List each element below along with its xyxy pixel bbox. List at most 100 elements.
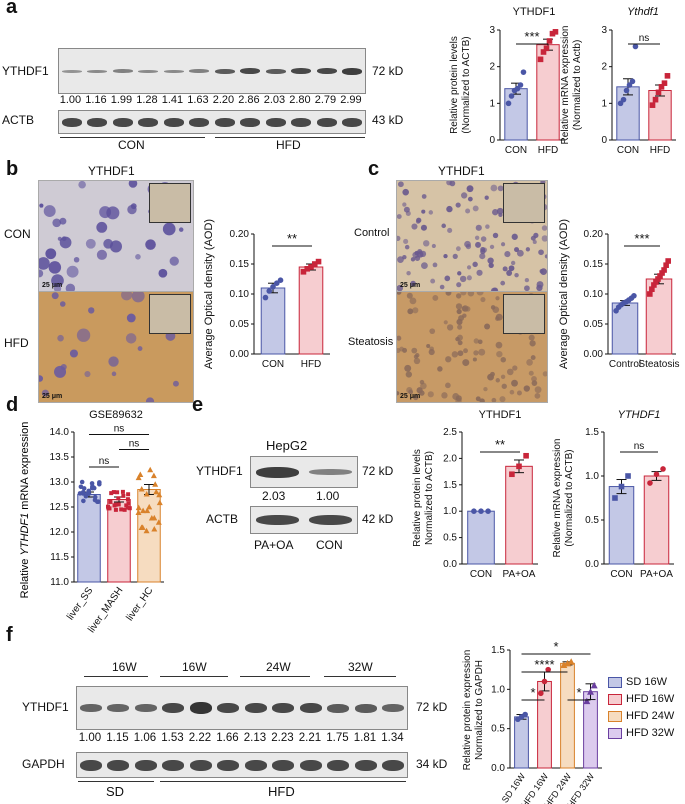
panel-letter-a: a	[6, 0, 18, 18]
y-tick-label: 1.0	[585, 471, 599, 482]
gelF2-band	[327, 759, 350, 771]
cell-nucleus	[530, 355, 536, 360]
western-blot-ythdf1-f	[76, 686, 408, 730]
y-tick-label: 1.5	[491, 645, 505, 656]
cell-nucleus	[397, 391, 400, 396]
cell-nucleus	[397, 284, 403, 291]
panel-letter-b: b	[6, 158, 19, 180]
cell-nucleus	[479, 253, 486, 260]
y-axis-label: (Normalized to Actb)	[572, 40, 583, 131]
cell-nucleus	[463, 348, 468, 354]
cell-nucleus	[465, 208, 471, 214]
legend-label: HFD 32W	[626, 727, 675, 739]
cell-nucleus	[514, 272, 519, 278]
gelE1-band	[309, 469, 352, 475]
y-tick-label: 1.5	[443, 480, 457, 491]
data-point	[135, 504, 142, 511]
data-point	[121, 493, 126, 498]
cell-nucleus	[492, 232, 499, 239]
gelA2-band	[265, 117, 286, 127]
cell-nucleus	[439, 284, 445, 290]
y-tick-label: 1.5	[585, 427, 599, 438]
data-point	[126, 501, 131, 506]
cell-nucleus	[466, 185, 474, 193]
data-point	[508, 93, 515, 99]
cell-nucleus	[487, 257, 494, 264]
group-line-hfd	[215, 137, 365, 138]
band-ratio: 1.75	[326, 732, 349, 744]
gelF1-band	[327, 703, 350, 713]
cell-nucleus	[39, 257, 50, 270]
cell-nucleus	[490, 305, 496, 310]
data-point	[144, 507, 151, 514]
y-tick-label: 0.20	[230, 229, 250, 240]
significance-label: ns	[114, 424, 125, 435]
y-axis-label-part: Relative	[19, 556, 31, 599]
cell-nucleus	[403, 238, 409, 245]
cell-nucleus	[423, 240, 430, 247]
gelF2-band	[272, 759, 295, 771]
cell-nucleus	[405, 371, 412, 378]
data-point	[116, 496, 121, 501]
inset-overview	[503, 294, 545, 334]
gelA2-band	[291, 117, 312, 127]
band-ratio: 2.21	[298, 732, 322, 744]
cell-nucleus	[492, 287, 499, 291]
cell-nucleus	[428, 210, 434, 215]
cell-nucleus	[516, 390, 522, 396]
y-tick-label: 0.00	[584, 349, 604, 360]
cell-nucleus	[474, 235, 480, 240]
scale-bar-label: 25 μm	[400, 393, 421, 400]
x-tick-label: HFD	[650, 145, 671, 156]
scale-bar-label: 25 μm	[400, 282, 421, 289]
ihc-image-hfd: 25 μm	[38, 291, 194, 403]
cell-nucleus	[485, 224, 490, 229]
cell-nucleus	[472, 205, 479, 212]
cell-nucleus	[524, 277, 530, 283]
cell-nucleus	[495, 341, 503, 349]
chart-title: Ythdf1	[627, 6, 659, 18]
y-tick-label: 0.15	[230, 259, 250, 270]
cell-nucleus	[57, 334, 64, 342]
gelA1-band	[214, 68, 235, 74]
data-point	[77, 491, 83, 496]
cell-nucleus	[499, 396, 506, 402]
cell-nucleus	[466, 275, 472, 281]
cell-nucleus	[421, 194, 427, 199]
x-tick-label: CON	[610, 569, 632, 580]
data-point	[658, 84, 665, 90]
group-label-sd: SD	[106, 784, 125, 799]
cell-nucleus	[445, 292, 452, 296]
data-point	[647, 291, 653, 297]
cell-nucleus	[59, 217, 67, 225]
band-ratio: 2.86	[238, 94, 260, 106]
ihc-title-c: YTHDF1	[438, 164, 485, 178]
row-label-control: Control	[354, 227, 390, 239]
timepoint-line	[84, 676, 148, 677]
gelF1-band	[382, 704, 405, 712]
ihc-title-b: YTHDF1	[88, 164, 135, 178]
bar	[77, 494, 101, 583]
cell-nucleus	[531, 375, 537, 382]
y-axis-label-part: mRNA expression	[19, 422, 31, 513]
y-tick-label: 2.5	[443, 427, 457, 438]
bar	[514, 716, 529, 769]
blot-kd-ythdf1-e: 72 kD	[362, 464, 394, 478]
data-point	[315, 258, 322, 265]
cell-nucleus	[430, 278, 436, 284]
data-point	[270, 284, 276, 290]
y-tick-label: 0.10	[584, 289, 604, 300]
cell-nucleus	[497, 185, 504, 192]
cell-nucleus	[135, 254, 141, 260]
cell-nucleus	[529, 340, 536, 347]
data-point	[152, 481, 159, 487]
data-point	[135, 474, 142, 481]
significance-label: ns	[634, 441, 645, 452]
data-point	[79, 479, 85, 485]
cell-nucleus	[53, 284, 62, 291]
data-point	[543, 45, 550, 52]
cell-nucleus	[39, 375, 44, 382]
cell-nucleus	[490, 184, 498, 192]
cell-nucleus	[121, 292, 133, 301]
